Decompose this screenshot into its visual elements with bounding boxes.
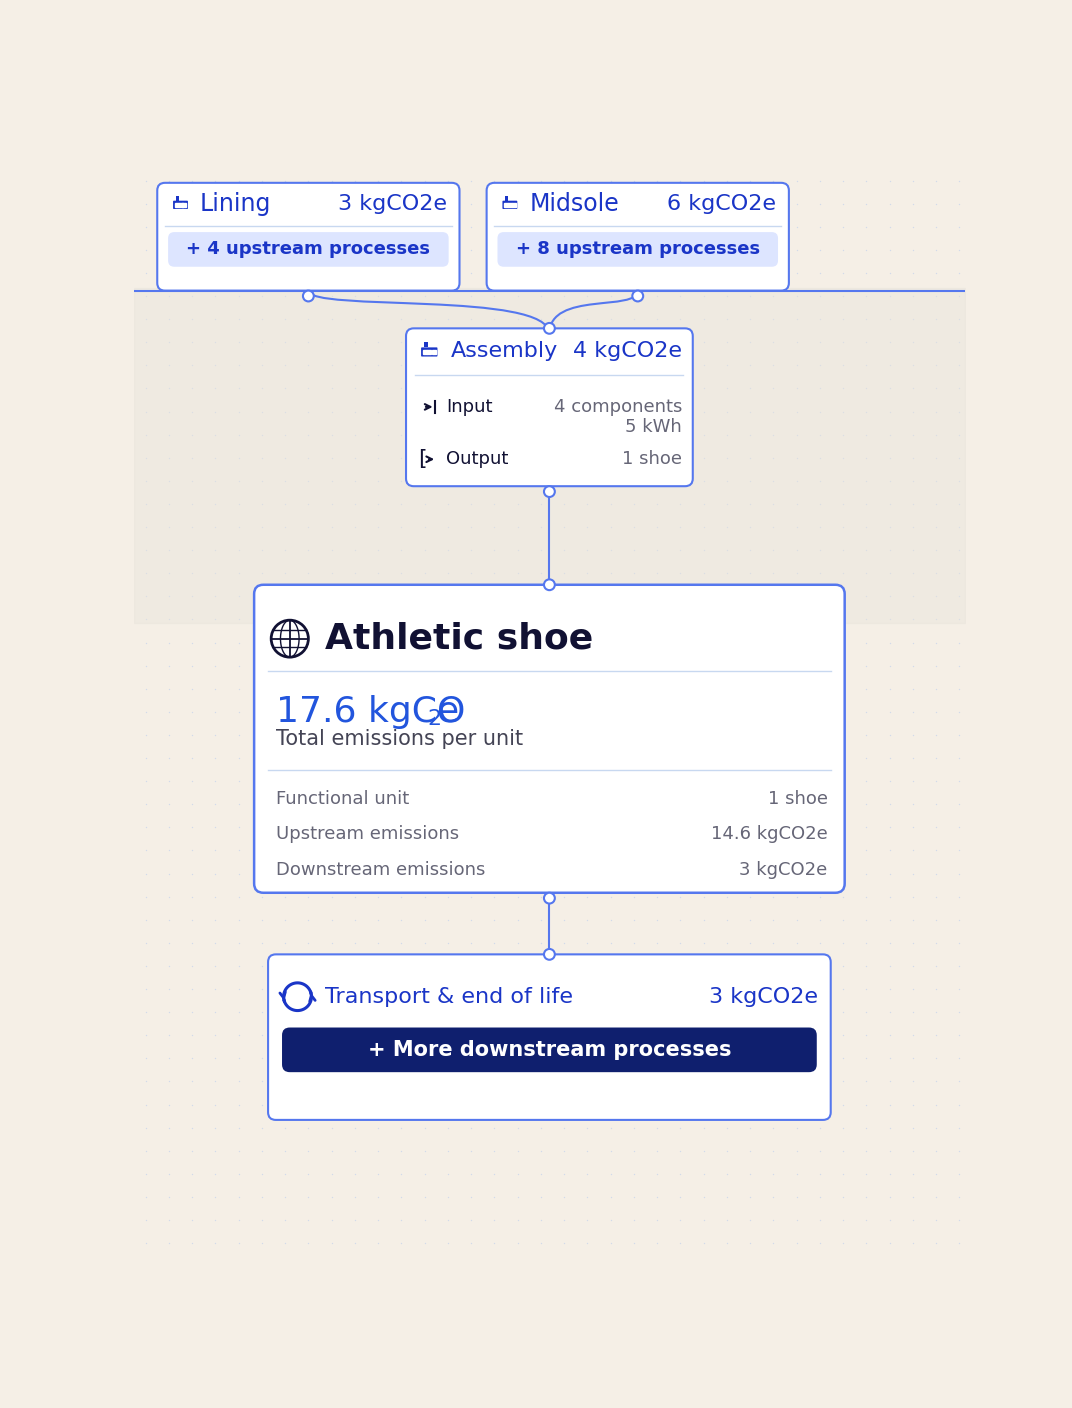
Text: 1 shoe: 1 shoe <box>622 451 682 469</box>
FancyBboxPatch shape <box>503 201 518 208</box>
FancyBboxPatch shape <box>254 584 845 893</box>
Text: Upstream emissions: Upstream emissions <box>276 825 459 843</box>
FancyBboxPatch shape <box>176 196 179 201</box>
Circle shape <box>632 290 643 301</box>
Text: 14.6 kgCO2e: 14.6 kgCO2e <box>711 825 828 843</box>
FancyBboxPatch shape <box>158 183 460 290</box>
Text: 4 kgCO2e: 4 kgCO2e <box>572 342 682 362</box>
FancyBboxPatch shape <box>173 201 188 208</box>
Text: Functional unit: Functional unit <box>276 790 410 808</box>
Text: e: e <box>437 694 459 729</box>
Text: 5 kWh: 5 kWh <box>625 418 682 436</box>
Text: Transport & end of life: Transport & end of life <box>326 987 574 1007</box>
FancyBboxPatch shape <box>168 232 449 266</box>
Text: [: [ <box>418 449 427 469</box>
Text: 17.6 kgCO: 17.6 kgCO <box>276 694 465 729</box>
Circle shape <box>544 579 555 590</box>
Circle shape <box>544 949 555 960</box>
Text: Assembly: Assembly <box>451 342 559 362</box>
Text: + 4 upstream processes: + 4 upstream processes <box>187 241 430 259</box>
Text: 6 kgCO2e: 6 kgCO2e <box>668 194 776 214</box>
FancyBboxPatch shape <box>268 955 831 1119</box>
FancyBboxPatch shape <box>497 232 778 266</box>
Text: Output: Output <box>446 451 509 469</box>
Text: Input: Input <box>446 398 493 415</box>
Text: Lining: Lining <box>199 193 271 217</box>
FancyBboxPatch shape <box>487 183 789 290</box>
Text: Total emissions per unit: Total emissions per unit <box>276 729 523 749</box>
Circle shape <box>544 322 555 334</box>
Text: 1 shoe: 1 shoe <box>768 790 828 808</box>
Text: Athletic shoe: Athletic shoe <box>326 622 594 656</box>
FancyBboxPatch shape <box>421 348 437 356</box>
Text: + More downstream processes: + More downstream processes <box>368 1041 731 1060</box>
Text: 2: 2 <box>428 708 442 729</box>
FancyBboxPatch shape <box>406 328 693 486</box>
Circle shape <box>544 486 555 497</box>
Circle shape <box>303 290 314 301</box>
FancyBboxPatch shape <box>505 196 508 201</box>
FancyBboxPatch shape <box>425 342 428 348</box>
Text: Midsole: Midsole <box>530 193 619 217</box>
FancyBboxPatch shape <box>282 1028 817 1071</box>
Text: Downstream emissions: Downstream emissions <box>276 860 486 879</box>
Text: 3 kgCO2e: 3 kgCO2e <box>710 987 818 1007</box>
Text: 4 components: 4 components <box>553 398 682 415</box>
Circle shape <box>544 893 555 904</box>
Text: + 8 upstream processes: + 8 upstream processes <box>516 241 760 259</box>
Text: 3 kgCO2e: 3 kgCO2e <box>740 860 828 879</box>
Text: 3 kgCO2e: 3 kgCO2e <box>338 194 447 214</box>
